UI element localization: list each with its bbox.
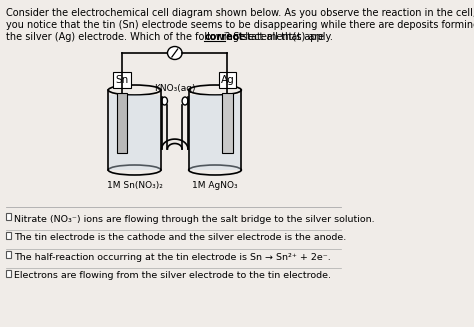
Bar	[117, 93, 127, 153]
Ellipse shape	[167, 46, 182, 60]
Text: Consider the electrochemical cell diagram shown below. As you observe the reacti: Consider the electrochemical cell diagra…	[6, 8, 474, 18]
Ellipse shape	[162, 97, 167, 105]
Bar	[6, 232, 11, 239]
Bar	[6, 270, 11, 277]
Bar	[6, 213, 11, 220]
Text: you notice that the tin (Sn) electrode seems to be disappearing while there are : you notice that the tin (Sn) electrode s…	[6, 20, 474, 30]
Bar	[109, 95, 160, 170]
Ellipse shape	[182, 97, 188, 105]
Bar	[6, 251, 11, 258]
Text: Nitrate (NO₃⁻) ions are flowing through the salt bridge to the silver solution.: Nitrate (NO₃⁻) ions are flowing through …	[14, 215, 374, 223]
Text: ? Select all that apply.: ? Select all that apply.	[225, 32, 333, 42]
Text: 1M Sn(NO₃)₂: 1M Sn(NO₃)₂	[107, 181, 163, 190]
Text: correct: correct	[204, 32, 244, 42]
Text: Ag: Ag	[220, 75, 234, 85]
Text: The half-reaction occurring at the tin electrode is Sn → Sn²⁺ + 2e⁻.: The half-reaction occurring at the tin e…	[14, 252, 331, 262]
Text: The tin electrode is the cathode and the silver electrode is the anode.: The tin electrode is the cathode and the…	[14, 233, 346, 243]
Text: KNO₃(aq): KNO₃(aq)	[154, 84, 196, 93]
Bar	[222, 93, 233, 153]
Text: Electrons are flowing from the silver electrode to the tin electrode.: Electrons are flowing from the silver el…	[14, 271, 331, 281]
Text: the silver (Ag) electrode. Which of the following statement(s) are: the silver (Ag) electrode. Which of the …	[6, 32, 327, 42]
Bar	[190, 95, 241, 170]
FancyBboxPatch shape	[113, 72, 131, 88]
FancyBboxPatch shape	[219, 72, 236, 88]
Text: Sn: Sn	[116, 75, 129, 85]
Text: 1M AgNO₃: 1M AgNO₃	[192, 181, 238, 190]
